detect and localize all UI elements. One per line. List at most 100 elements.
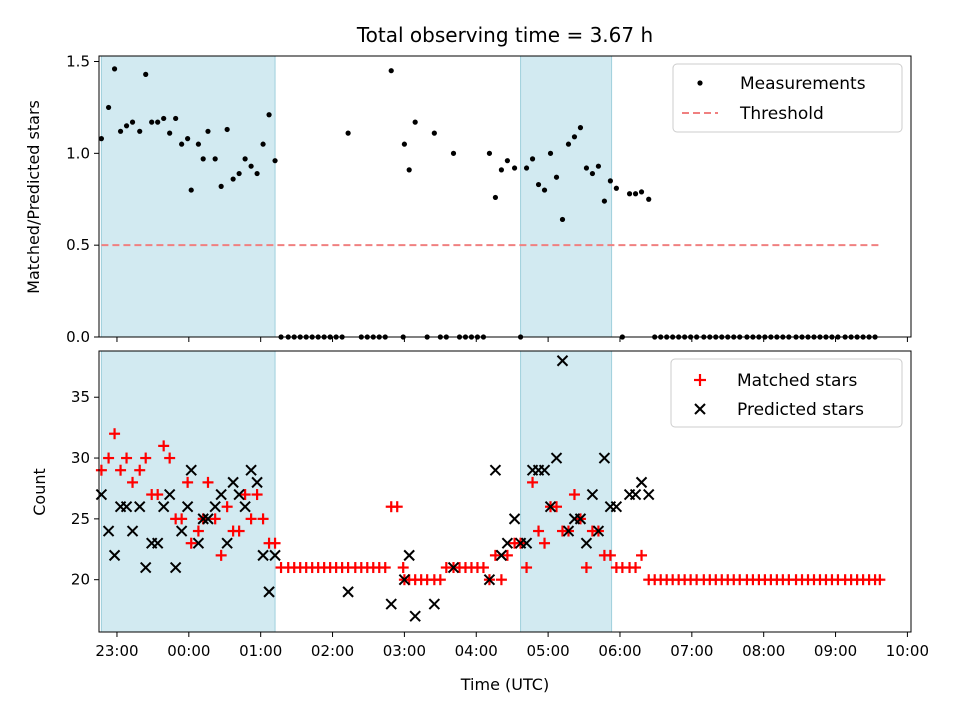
matched-star-point: [604, 549, 616, 561]
legend-matched-label: Matched stars: [737, 371, 857, 391]
matched-star-point: [95, 464, 107, 476]
matched-star-point: [495, 574, 507, 586]
measurement-point: [535, 181, 542, 188]
measurement-point: [272, 158, 278, 164]
predicted-star-point: [227, 476, 239, 489]
predicted-star-point: [251, 476, 263, 489]
predicted-star-point: [102, 525, 115, 537]
predicted-star-point: [635, 476, 648, 489]
predicted-star-point: [550, 452, 563, 464]
matched-star-point: [140, 452, 152, 464]
predicted-star-point: [151, 537, 164, 549]
top-plot-frame: [98, 55, 912, 338]
bottom-x-ticks: 23:00 00:00 01:00 02:00 03:00 04:00 05:00 06:00…: [95, 632, 929, 660]
measurement-point: [492, 194, 499, 201]
measurement-point: [589, 170, 596, 177]
matched-star-point: [630, 562, 642, 574]
measurement-point: [607, 178, 613, 184]
matched-star-point: [164, 452, 176, 464]
measurement-point: [601, 198, 608, 204]
top-shaded-intervals: [100, 55, 613, 338]
predicted-star-point: [398, 573, 411, 586]
bottom-y-tick-label: 30: [71, 449, 90, 467]
legend-measurements-label: Measurements: [740, 74, 866, 94]
measurement-point: [553, 174, 560, 180]
matched-star-point: [521, 562, 533, 574]
predicted-star-point: [197, 513, 209, 525]
legend-predicted-marker: [694, 403, 706, 415]
top-shaded-interval: [100, 55, 276, 338]
measurement-point: [345, 130, 351, 136]
measurement-point: [230, 176, 236, 182]
predicted-star-point: [221, 537, 233, 549]
predicted-star-point: [580, 537, 593, 549]
predicted-star-point: [134, 500, 146, 513]
predicted-star-point: [385, 598, 397, 610]
x-tick-label: 04:00: [455, 642, 498, 660]
predicted-star-points: [95, 355, 655, 622]
x-axis-label: Time (UTC): [460, 675, 549, 694]
predicted-star-point: [483, 573, 496, 586]
matched-star-point: [550, 501, 562, 513]
top-y-tick-label: 0.5: [66, 236, 90, 254]
measurement-point: [504, 158, 510, 164]
predicted-star-point: [140, 561, 152, 574]
matched-star-point: [269, 537, 281, 549]
measurement-point: [117, 128, 124, 134]
measurement-point: [638, 189, 645, 195]
measurement-point: [412, 119, 418, 125]
top-legend: Measurements Threshold: [672, 63, 903, 133]
predicted-star-point: [501, 537, 514, 549]
predicted-star-point: [643, 488, 655, 501]
measurement-point: [541, 187, 548, 193]
matched-star-point: [127, 476, 139, 488]
measurement-point: [200, 156, 206, 162]
predicted-star-point: [586, 488, 599, 501]
matched-star-point: [103, 452, 115, 464]
top-x-ticks: [116, 337, 908, 342]
matched-star-point: [185, 537, 197, 549]
measurement-point: [167, 130, 173, 136]
predicted-star-point: [544, 500, 557, 513]
matched-star-point: [215, 549, 227, 561]
predicted-star-point: [403, 549, 415, 562]
x-tick-label: 08:00: [742, 642, 785, 660]
measurement-point: [266, 112, 272, 118]
predicted-star-point: [239, 500, 251, 513]
measurement-point: [236, 170, 242, 177]
measurement-point: [105, 104, 112, 111]
matched-star-point: [257, 513, 269, 525]
legend-matched-marker: [694, 374, 706, 386]
predicted-star-point: [489, 464, 502, 476]
matched-star-point: [192, 525, 204, 537]
matched-star-points: [95, 428, 886, 586]
matched-star-point: [636, 549, 648, 561]
predicted-star-point: [175, 525, 188, 537]
bottom-y-tick-label: 25: [71, 510, 90, 528]
predicted-star-point: [610, 500, 623, 513]
predicted-star-point: [574, 513, 587, 525]
matched-star-point: [158, 440, 170, 452]
measurement-point: [111, 66, 118, 72]
matched-star-point: [209, 513, 221, 525]
x-tick-label: 23:00: [95, 642, 138, 660]
x-tick-label: 10:00: [886, 642, 929, 660]
predicted-star-point: [120, 500, 133, 513]
measurement-point: [254, 170, 260, 177]
measurement-point: [185, 136, 191, 142]
x-tick-label: 06:00: [598, 642, 641, 660]
predicted-star-point: [95, 488, 108, 501]
x-tick-label: 09:00: [814, 642, 857, 660]
predicted-star-point: [215, 488, 227, 501]
bottom-panel: 20 25 30 35 23:00 00:00 01:00 02:00 03:00 04:00 0…: [30, 350, 929, 694]
top-y-ticks: 0.0 0.5 1.0 1.5: [66, 53, 99, 346]
matched-star-point: [202, 476, 214, 488]
matched-star-point: [501, 549, 513, 561]
matched-star-point: [152, 489, 164, 501]
x-tick-label: 03:00: [383, 642, 426, 660]
x-tick-label: 05:00: [526, 642, 569, 660]
predicted-star-point: [556, 355, 569, 367]
predicted-star-point: [157, 500, 170, 513]
measurement-point: [577, 125, 584, 131]
measurement-point: [218, 183, 224, 189]
